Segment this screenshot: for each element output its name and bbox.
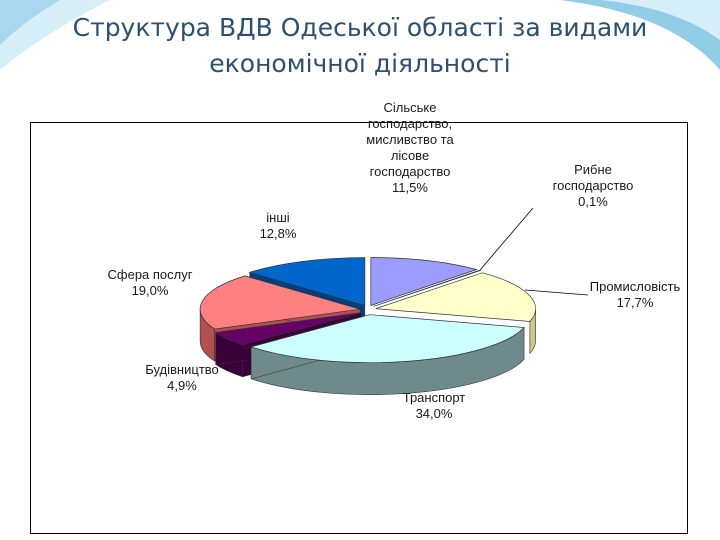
slice-label-3: Промисловість 17,7% — [590, 279, 681, 310]
pie-slice-3 — [375, 272, 537, 322]
slice-value: 19,0% — [132, 283, 169, 298]
slice-label-line: мисливство та — [366, 132, 454, 147]
slice-label-4: Транспорт 34,0% — [403, 390, 466, 421]
slice-label-7: інші 12,8% — [260, 210, 297, 241]
title-line-1: Структура ВДВ Одеської області за видами — [72, 13, 648, 42]
pie-slice-6 — [199, 275, 361, 330]
slice-label-line: Будівництво — [145, 362, 219, 377]
slice-label-6: Сфера послуг 19,0% — [108, 267, 193, 298]
leader-line — [524, 289, 589, 296]
slice-value: 34,0% — [416, 406, 453, 421]
slice-labels: Сільське господарство, мисливство та лісове… — [108, 100, 681, 421]
slice-label-line: Промисловість — [590, 279, 681, 294]
slice-value: 0,1% — [578, 194, 608, 209]
pie-slice-7 — [248, 257, 366, 307]
slice-label-5: Будівництво 4,9% — [145, 362, 219, 393]
slice-label-line: інші — [266, 210, 289, 225]
slice-label-line: Рибне — [574, 162, 612, 177]
pie-slice-1 — [370, 257, 478, 306]
title-line-2: економічної діяльності — [209, 49, 511, 78]
slice-value: 12,8% — [260, 226, 297, 241]
slice-label-line: лісове — [391, 148, 429, 163]
slice-value: 4,9% — [167, 378, 197, 393]
slice-value: 11,5% — [392, 180, 428, 195]
slice-label-line: Сфера послуг — [108, 267, 193, 282]
header-swoosh-decoration — [0, 0, 720, 70]
slice-value: 17,7% — [617, 295, 654, 310]
page-title: Структура ВДВ Одеської області за видами… — [0, 10, 720, 82]
slice-label-line: господарство, — [368, 116, 452, 131]
slice-label-1: Сільське господарство, мисливство та лісове… — [366, 100, 454, 195]
leader-line — [479, 207, 534, 271]
slice-label-line: Транспорт — [403, 390, 466, 405]
swoosh-right-light — [600, 0, 720, 40]
swoosh-left-accent — [0, 0, 60, 45]
slice-label-line: господарство — [553, 178, 634, 193]
pie-slice-2 — [373, 270, 482, 307]
pie-slice-4 — [249, 314, 525, 364]
pie-slice-5 — [214, 312, 362, 346]
slice-label-line: Сільське — [384, 100, 437, 115]
slice-label-2: Рибне господарство 0,1% — [553, 162, 634, 209]
slice-label-line: господарство — [370, 164, 451, 179]
pie-slices — [199, 257, 537, 395]
